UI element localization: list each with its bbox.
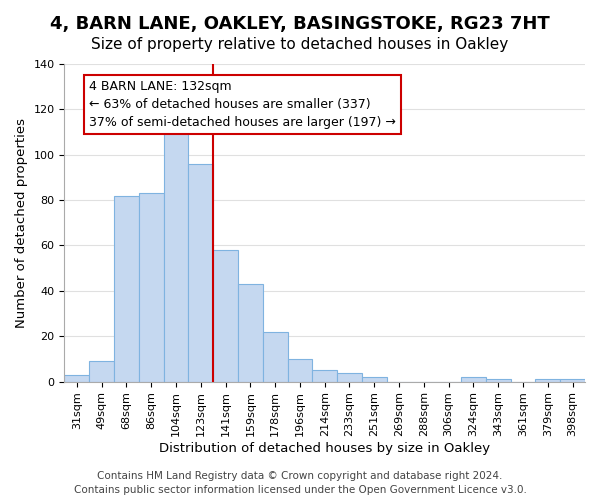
Text: Size of property relative to detached houses in Oakley: Size of property relative to detached ho… <box>91 38 509 52</box>
Bar <box>114 196 139 382</box>
Bar <box>64 375 89 382</box>
Bar <box>238 284 263 382</box>
Bar <box>89 361 114 382</box>
Y-axis label: Number of detached properties: Number of detached properties <box>15 118 28 328</box>
Text: 4 BARN LANE: 132sqm
← 63% of detached houses are smaller (337)
37% of semi-detac: 4 BARN LANE: 132sqm ← 63% of detached ho… <box>89 80 396 129</box>
Bar <box>164 123 188 382</box>
Bar <box>188 164 213 382</box>
X-axis label: Distribution of detached houses by size in Oakley: Distribution of detached houses by size … <box>159 442 490 455</box>
Bar <box>213 250 238 382</box>
Bar <box>313 370 337 382</box>
Text: Contains HM Land Registry data © Crown copyright and database right 2024.
Contai: Contains HM Land Registry data © Crown c… <box>74 471 526 495</box>
Bar <box>461 377 486 382</box>
Bar <box>486 380 511 382</box>
Bar <box>287 359 313 382</box>
Bar <box>337 372 362 382</box>
Bar <box>560 380 585 382</box>
Text: 4, BARN LANE, OAKLEY, BASINGSTOKE, RG23 7HT: 4, BARN LANE, OAKLEY, BASINGSTOKE, RG23 … <box>50 15 550 33</box>
Bar <box>535 380 560 382</box>
Bar <box>362 377 386 382</box>
Bar <box>139 194 164 382</box>
Bar <box>263 332 287 382</box>
